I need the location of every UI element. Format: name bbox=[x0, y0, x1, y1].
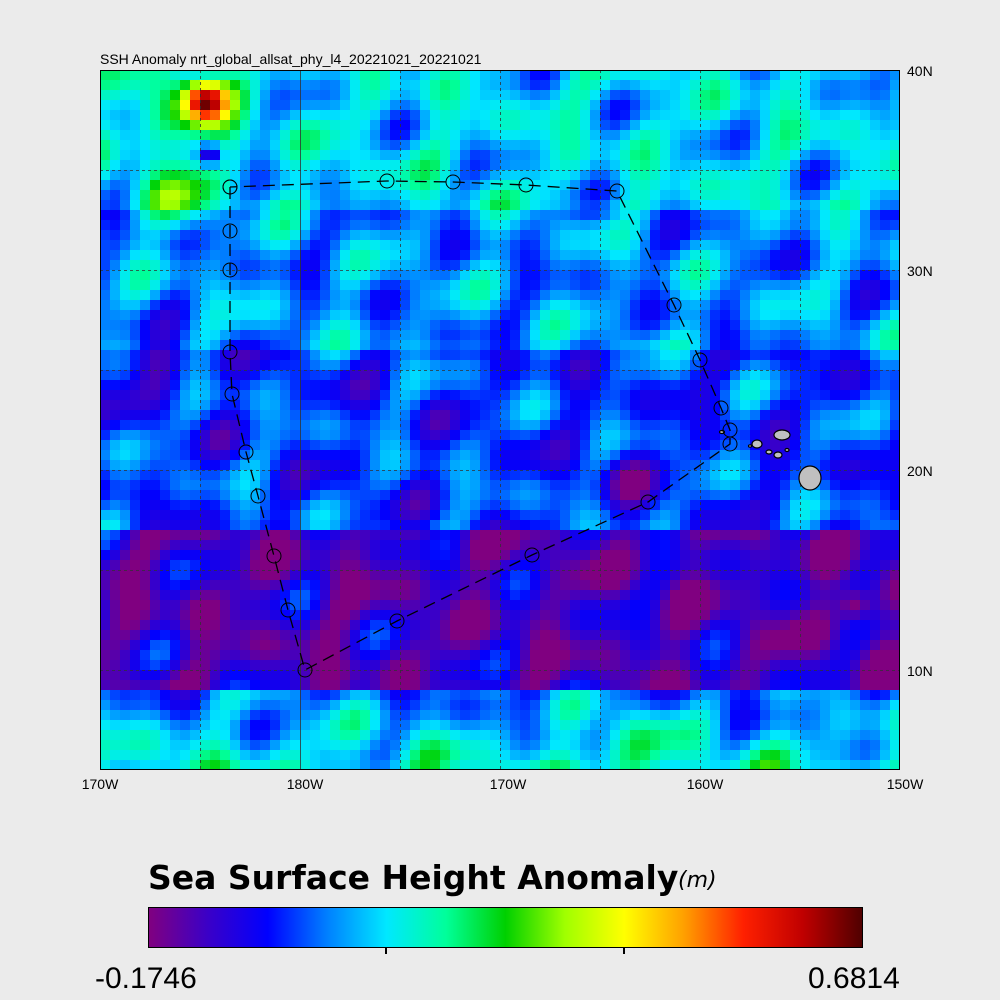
track-station-marker bbox=[666, 297, 682, 313]
colorbar-max-label: 0.6814 bbox=[808, 962, 900, 995]
track-station-marker bbox=[722, 422, 738, 438]
colorbar bbox=[148, 907, 863, 948]
track-station-marker bbox=[266, 548, 282, 564]
map-title: SSH Anomaly nrt_global_allsat_phy_l4_202… bbox=[100, 51, 482, 67]
island bbox=[751, 439, 763, 449]
track-station-marker bbox=[224, 386, 240, 402]
colorbar-min-label: -0.1746 bbox=[95, 962, 197, 995]
track-station-marker bbox=[389, 613, 405, 629]
island bbox=[784, 447, 790, 453]
colorbar-tick bbox=[385, 948, 387, 954]
x-tick-label: 180W bbox=[286, 776, 324, 792]
track-station-marker bbox=[379, 173, 395, 189]
track-station-marker bbox=[445, 174, 461, 190]
island bbox=[798, 465, 822, 491]
island bbox=[747, 444, 753, 448]
x-tick-label: 150W bbox=[886, 776, 924, 792]
colorbar-title: Sea Surface Height Anomaly bbox=[148, 858, 679, 897]
cruise-track bbox=[222, 173, 738, 678]
island bbox=[765, 449, 773, 455]
track-station-marker bbox=[518, 177, 534, 193]
track-station-marker bbox=[222, 262, 238, 278]
track-station-marker bbox=[280, 602, 296, 618]
track-station-marker bbox=[609, 183, 625, 199]
hawaii-islands bbox=[718, 429, 822, 491]
x-tick-label: 170W bbox=[81, 776, 119, 792]
y-tick-label: 10N bbox=[907, 663, 933, 679]
y-tick-label: 20N bbox=[907, 463, 933, 479]
colorbar-unit: (m) bbox=[678, 868, 717, 893]
map-overlay bbox=[100, 70, 900, 770]
x-tick-label: 160W bbox=[686, 776, 724, 792]
ssh-anomaly-map bbox=[100, 70, 900, 770]
track-line bbox=[229, 180, 731, 671]
track-station-marker bbox=[222, 223, 238, 239]
x-tick-label: 170W bbox=[489, 776, 527, 792]
island bbox=[773, 429, 791, 441]
track-station-marker bbox=[524, 547, 540, 563]
track-station-marker bbox=[692, 352, 708, 368]
track-station-marker bbox=[640, 494, 656, 510]
track-station-marker bbox=[297, 662, 313, 678]
track-station-marker bbox=[238, 444, 254, 460]
y-tick-label: 30N bbox=[907, 263, 933, 279]
track-station-marker bbox=[222, 344, 238, 360]
map-frame bbox=[100, 70, 900, 770]
gridlines bbox=[100, 70, 900, 770]
track-station-marker bbox=[250, 488, 266, 504]
track-station-marker bbox=[713, 400, 729, 416]
y-tick-label: 40N bbox=[907, 63, 933, 79]
colorbar-tick bbox=[623, 948, 625, 954]
island bbox=[773, 451, 783, 459]
track-station-marker bbox=[222, 179, 238, 195]
